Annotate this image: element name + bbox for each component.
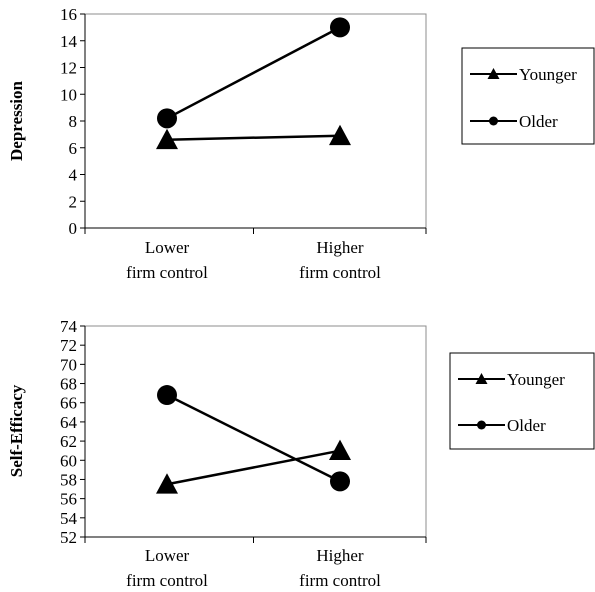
data-point-circle	[330, 17, 350, 38]
data-point-triangle	[329, 439, 351, 461]
y-axis-label: Depression	[7, 80, 26, 161]
legend-circle-icon	[477, 420, 486, 430]
data-point-circle	[330, 471, 350, 492]
x-tick-label: Lower	[145, 238, 190, 257]
legend: Younger Older	[461, 47, 595, 145]
x-tick-label: Lower	[145, 546, 190, 565]
legend-label: Younger	[519, 65, 577, 84]
y-tick-label: 52	[60, 528, 77, 547]
y-tick-label: 10	[60, 85, 77, 104]
legend-circle-icon	[489, 116, 498, 126]
chart-panel-1: 0 2 4 6 8 10 12 14 16 Lower firm control Higher firm…	[7, 5, 595, 282]
x-tick-label: firm control	[299, 571, 381, 590]
y-tick-label: 2	[69, 192, 78, 211]
plot-area-frame	[84, 325, 427, 538]
y-tick-label: 60	[60, 451, 77, 470]
y-tick-label: 66	[60, 394, 77, 413]
legend: Younger Older	[449, 352, 595, 450]
x-tick-label: Higher	[316, 238, 364, 257]
x-tick-label: firm control	[126, 263, 208, 282]
series-line-younger	[166, 449, 341, 486]
legend-label: Younger	[507, 370, 565, 389]
y-tick-label: 74	[60, 317, 78, 336]
y-tick-label: 16	[60, 5, 77, 24]
y-tick-label: 4	[69, 166, 78, 185]
series-line-younger	[166, 134, 341, 141]
y-tick-label: 72	[60, 336, 77, 355]
y-tick-label: 62	[60, 432, 77, 451]
x-tick-label: Higher	[316, 546, 364, 565]
data-point-triangle	[156, 128, 178, 150]
y-tick-label: 14	[60, 32, 78, 51]
y-axis-label: Self-Efficacy	[7, 384, 26, 477]
y-tick-label: 56	[60, 490, 77, 509]
y-tick-label: 12	[60, 59, 77, 78]
data-point-circle	[157, 385, 177, 406]
y-tick-label: 58	[60, 470, 77, 489]
x-tick-label: firm control	[299, 263, 381, 282]
series-line-older	[166, 393, 341, 483]
legend-label: Older	[507, 416, 546, 435]
legend-triangle-icon	[475, 373, 488, 384]
data-point-triangle	[329, 124, 351, 146]
y-tick-label: 54	[60, 509, 78, 528]
x-tick-label: firm control	[126, 571, 208, 590]
y-tick-label: 64	[60, 413, 78, 432]
data-point-triangle	[156, 473, 178, 494]
y-tick-label: 0	[69, 219, 78, 238]
series-line-older	[166, 26, 341, 120]
plot-area-frame	[84, 13, 427, 229]
legend-label: Older	[519, 112, 558, 131]
legend-box	[449, 352, 595, 450]
legend-box	[461, 47, 595, 145]
data-point-circle	[157, 108, 177, 129]
legend-triangle-icon	[487, 68, 500, 79]
y-tick-label: 8	[69, 112, 78, 131]
y-tick-label: 68	[60, 375, 77, 394]
y-tick-label: 70	[60, 355, 77, 374]
y-tick-label: 6	[69, 139, 78, 158]
